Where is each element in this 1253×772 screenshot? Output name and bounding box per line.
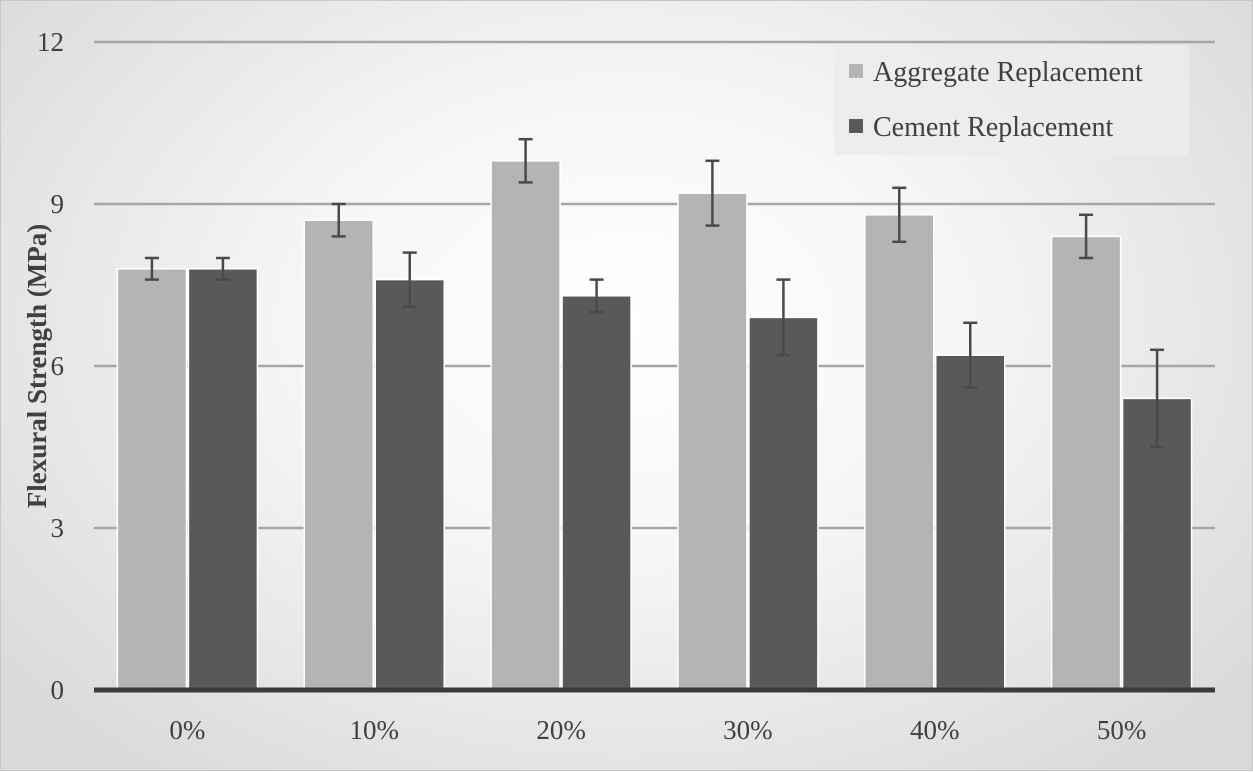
legend-label-cement: Cement Replacement <box>873 112 1113 143</box>
error-bar-aggregate-3 <box>705 159 720 227</box>
x-tick-label: 30% <box>723 715 773 745</box>
error-bar-cement-2 <box>589 278 604 314</box>
x-tick-label: 20% <box>536 715 586 745</box>
y-tick-label: 6 <box>51 351 65 381</box>
error-bar-cement-5 <box>1150 348 1165 449</box>
x-tick-labels: 0% 10% 20% 30% 40% 50% <box>169 715 1146 745</box>
error-bar-aggregate-1 <box>331 202 346 238</box>
x-tick-label: 50% <box>1097 715 1147 745</box>
bar-cement-1 <box>374 278 445 691</box>
y-tick-label: 0 <box>51 675 65 705</box>
legend: Aggregate Replacement Cement Replacement <box>834 45 1189 155</box>
error-bar-aggregate-0 <box>144 256 159 281</box>
y-axis-title: Flexural Strength (MPa) <box>22 224 52 508</box>
x-tick-label: 10% <box>350 715 400 745</box>
legend-swatch-cement <box>849 119 863 133</box>
legend-box <box>834 45 1189 155</box>
error-bar-aggregate-5 <box>1079 213 1094 260</box>
y-tick-labels: 0 3 6 9 12 <box>37 27 64 705</box>
y-tick-label: 9 <box>51 189 65 219</box>
error-bars <box>144 137 1165 449</box>
bar-aggregate-1 <box>303 219 374 691</box>
bars <box>116 160 1193 691</box>
x-tick-label: 40% <box>910 715 960 745</box>
gridlines <box>94 40 1215 530</box>
error-bar-cement-4 <box>963 321 978 389</box>
y-tick-label: 3 <box>51 513 65 543</box>
error-bar-cement-3 <box>776 278 791 357</box>
bar-cement-4 <box>935 354 1006 691</box>
legend-swatch-aggregate <box>849 64 863 78</box>
y-tick-label: 12 <box>37 27 64 57</box>
bar-aggregate-4 <box>864 214 935 691</box>
bar-aggregate-5 <box>1050 235 1122 691</box>
bar-aggregate-3 <box>677 192 748 691</box>
bar-aggregate-0 <box>116 268 188 691</box>
bar-cement-2 <box>561 295 632 691</box>
bar-cement-3 <box>748 316 819 691</box>
legend-label-aggregate: Aggregate Replacement <box>873 57 1143 88</box>
bar-cement-0 <box>187 268 259 691</box>
bar-aggregate-2 <box>490 160 561 691</box>
error-bar-cement-0 <box>215 256 230 281</box>
error-bar-cement-1 <box>402 251 417 308</box>
error-bar-aggregate-2 <box>518 137 533 184</box>
x-tick-label: 0% <box>169 715 205 745</box>
error-bar-aggregate-4 <box>892 186 907 244</box>
